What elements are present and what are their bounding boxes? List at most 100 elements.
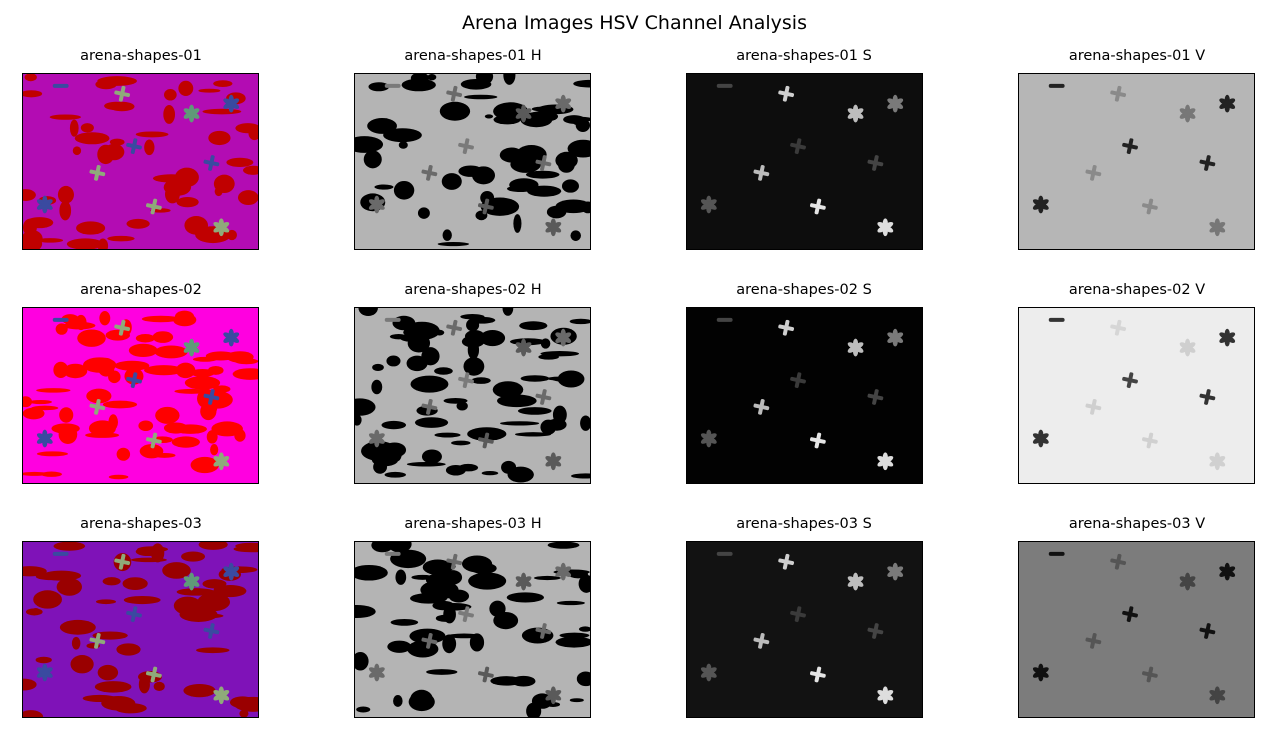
arena-shape-dash <box>384 83 401 88</box>
arena-shape-dash <box>384 551 401 556</box>
texture-blob <box>97 144 115 165</box>
texture-blob <box>434 432 461 438</box>
texture-blob <box>517 407 552 415</box>
texture-blob <box>51 423 80 434</box>
arena-shape-cross <box>477 198 494 215</box>
panel-background <box>1019 308 1254 483</box>
arena-shape-cross <box>809 198 826 215</box>
texture-blob <box>426 669 458 675</box>
arena-shape-flower <box>1032 195 1049 214</box>
texture-blob <box>135 334 155 343</box>
texture-blob <box>407 640 439 658</box>
arena-shape-flower <box>183 338 200 357</box>
arena-shape-cross <box>126 138 142 155</box>
texture-blob <box>123 595 161 605</box>
texture-blob <box>466 557 483 572</box>
texture-blob <box>59 200 72 221</box>
arena-shape-cross <box>114 553 131 570</box>
arena-shape-cross <box>203 155 220 171</box>
texture-blob <box>23 396 33 408</box>
texture-blob <box>70 655 94 674</box>
texture-blob <box>468 572 507 590</box>
texture-blob <box>137 546 168 553</box>
arena-shape-cross <box>535 623 552 639</box>
texture-blob <box>214 585 247 598</box>
texture-blob <box>108 474 129 480</box>
arena-shape-cross <box>1141 198 1158 215</box>
texture-blob <box>514 432 552 437</box>
texture-blob <box>248 126 258 141</box>
texture-blob <box>569 318 590 325</box>
image-panel-r3-v <box>1018 541 1255 718</box>
texture-blob <box>499 421 540 426</box>
arena-shape-cross <box>126 372 142 389</box>
texture-blob <box>371 453 399 467</box>
texture-blob <box>567 139 590 158</box>
texture-blob <box>468 316 496 324</box>
texture-blob <box>198 88 221 93</box>
texture-blob <box>381 420 407 430</box>
texture-blob <box>383 128 422 143</box>
arena-shape-cross <box>458 606 474 623</box>
texture-blob <box>53 361 69 378</box>
texture-blob <box>570 473 590 479</box>
arena-shape-flower <box>887 94 904 113</box>
arena-shape-flower <box>847 104 864 123</box>
texture-blob <box>174 388 209 394</box>
texture-blob <box>383 442 407 458</box>
arena-shape-flower <box>183 572 200 591</box>
texture-blob <box>355 398 376 416</box>
panel-background <box>687 542 922 717</box>
texture-blob <box>86 388 112 404</box>
texture-blob <box>552 405 567 424</box>
arena-shape-flower <box>555 562 572 581</box>
arena-shape-cross <box>477 432 494 449</box>
texture-blob <box>519 321 548 331</box>
texture-blob <box>237 190 258 206</box>
arena-shape-flower <box>368 663 385 682</box>
texture-blob <box>41 570 82 581</box>
texture-blob <box>421 449 442 464</box>
image-panel-r2-v <box>1018 307 1255 484</box>
image-panel-r2-rgb <box>22 307 259 484</box>
texture-blob <box>484 114 494 119</box>
texture-blob <box>471 377 491 384</box>
texture-blob <box>114 703 147 714</box>
arena-shape-cross <box>421 164 438 181</box>
texture-blob <box>234 696 258 712</box>
texture-blob <box>231 353 244 362</box>
texture-blob <box>552 376 577 382</box>
arena-shape-dash <box>52 83 69 88</box>
image-panel-r1-s <box>686 73 923 250</box>
texture-blob <box>57 185 74 204</box>
texture-blob <box>178 80 194 96</box>
texture-blob <box>126 218 150 229</box>
panel-title-r2-rgb: arena-shapes-02 <box>80 282 202 298</box>
arena-shape-flower <box>213 218 230 237</box>
texture-blob <box>184 215 209 235</box>
texture-blob <box>501 460 517 474</box>
texture-blob <box>163 178 192 196</box>
panel-title-r3-rgb: arena-shapes-03 <box>80 516 202 532</box>
arena-shape-flower <box>1209 218 1226 237</box>
texture-blob <box>393 180 415 200</box>
texture-blob <box>355 604 376 619</box>
arena-shape-cross <box>867 155 884 171</box>
panel-image <box>355 74 590 249</box>
texture-blob <box>427 74 437 81</box>
arena-shape-flower <box>36 663 53 682</box>
texture-blob <box>425 573 454 587</box>
texture-blob <box>23 235 43 249</box>
texture-blob <box>102 577 121 586</box>
arena-shape-flower <box>36 429 53 448</box>
texture-blob <box>458 165 483 177</box>
texture-blob <box>467 340 480 360</box>
texture-blob <box>23 566 47 577</box>
texture-blob <box>409 628 446 644</box>
arena-shape-flower <box>1219 94 1236 113</box>
arena-shape-dash <box>1048 83 1065 88</box>
arena-shape-flower <box>887 562 904 581</box>
arena-shape-cross <box>1122 372 1138 389</box>
texture-blob <box>208 130 231 146</box>
texture-blob <box>540 419 557 435</box>
